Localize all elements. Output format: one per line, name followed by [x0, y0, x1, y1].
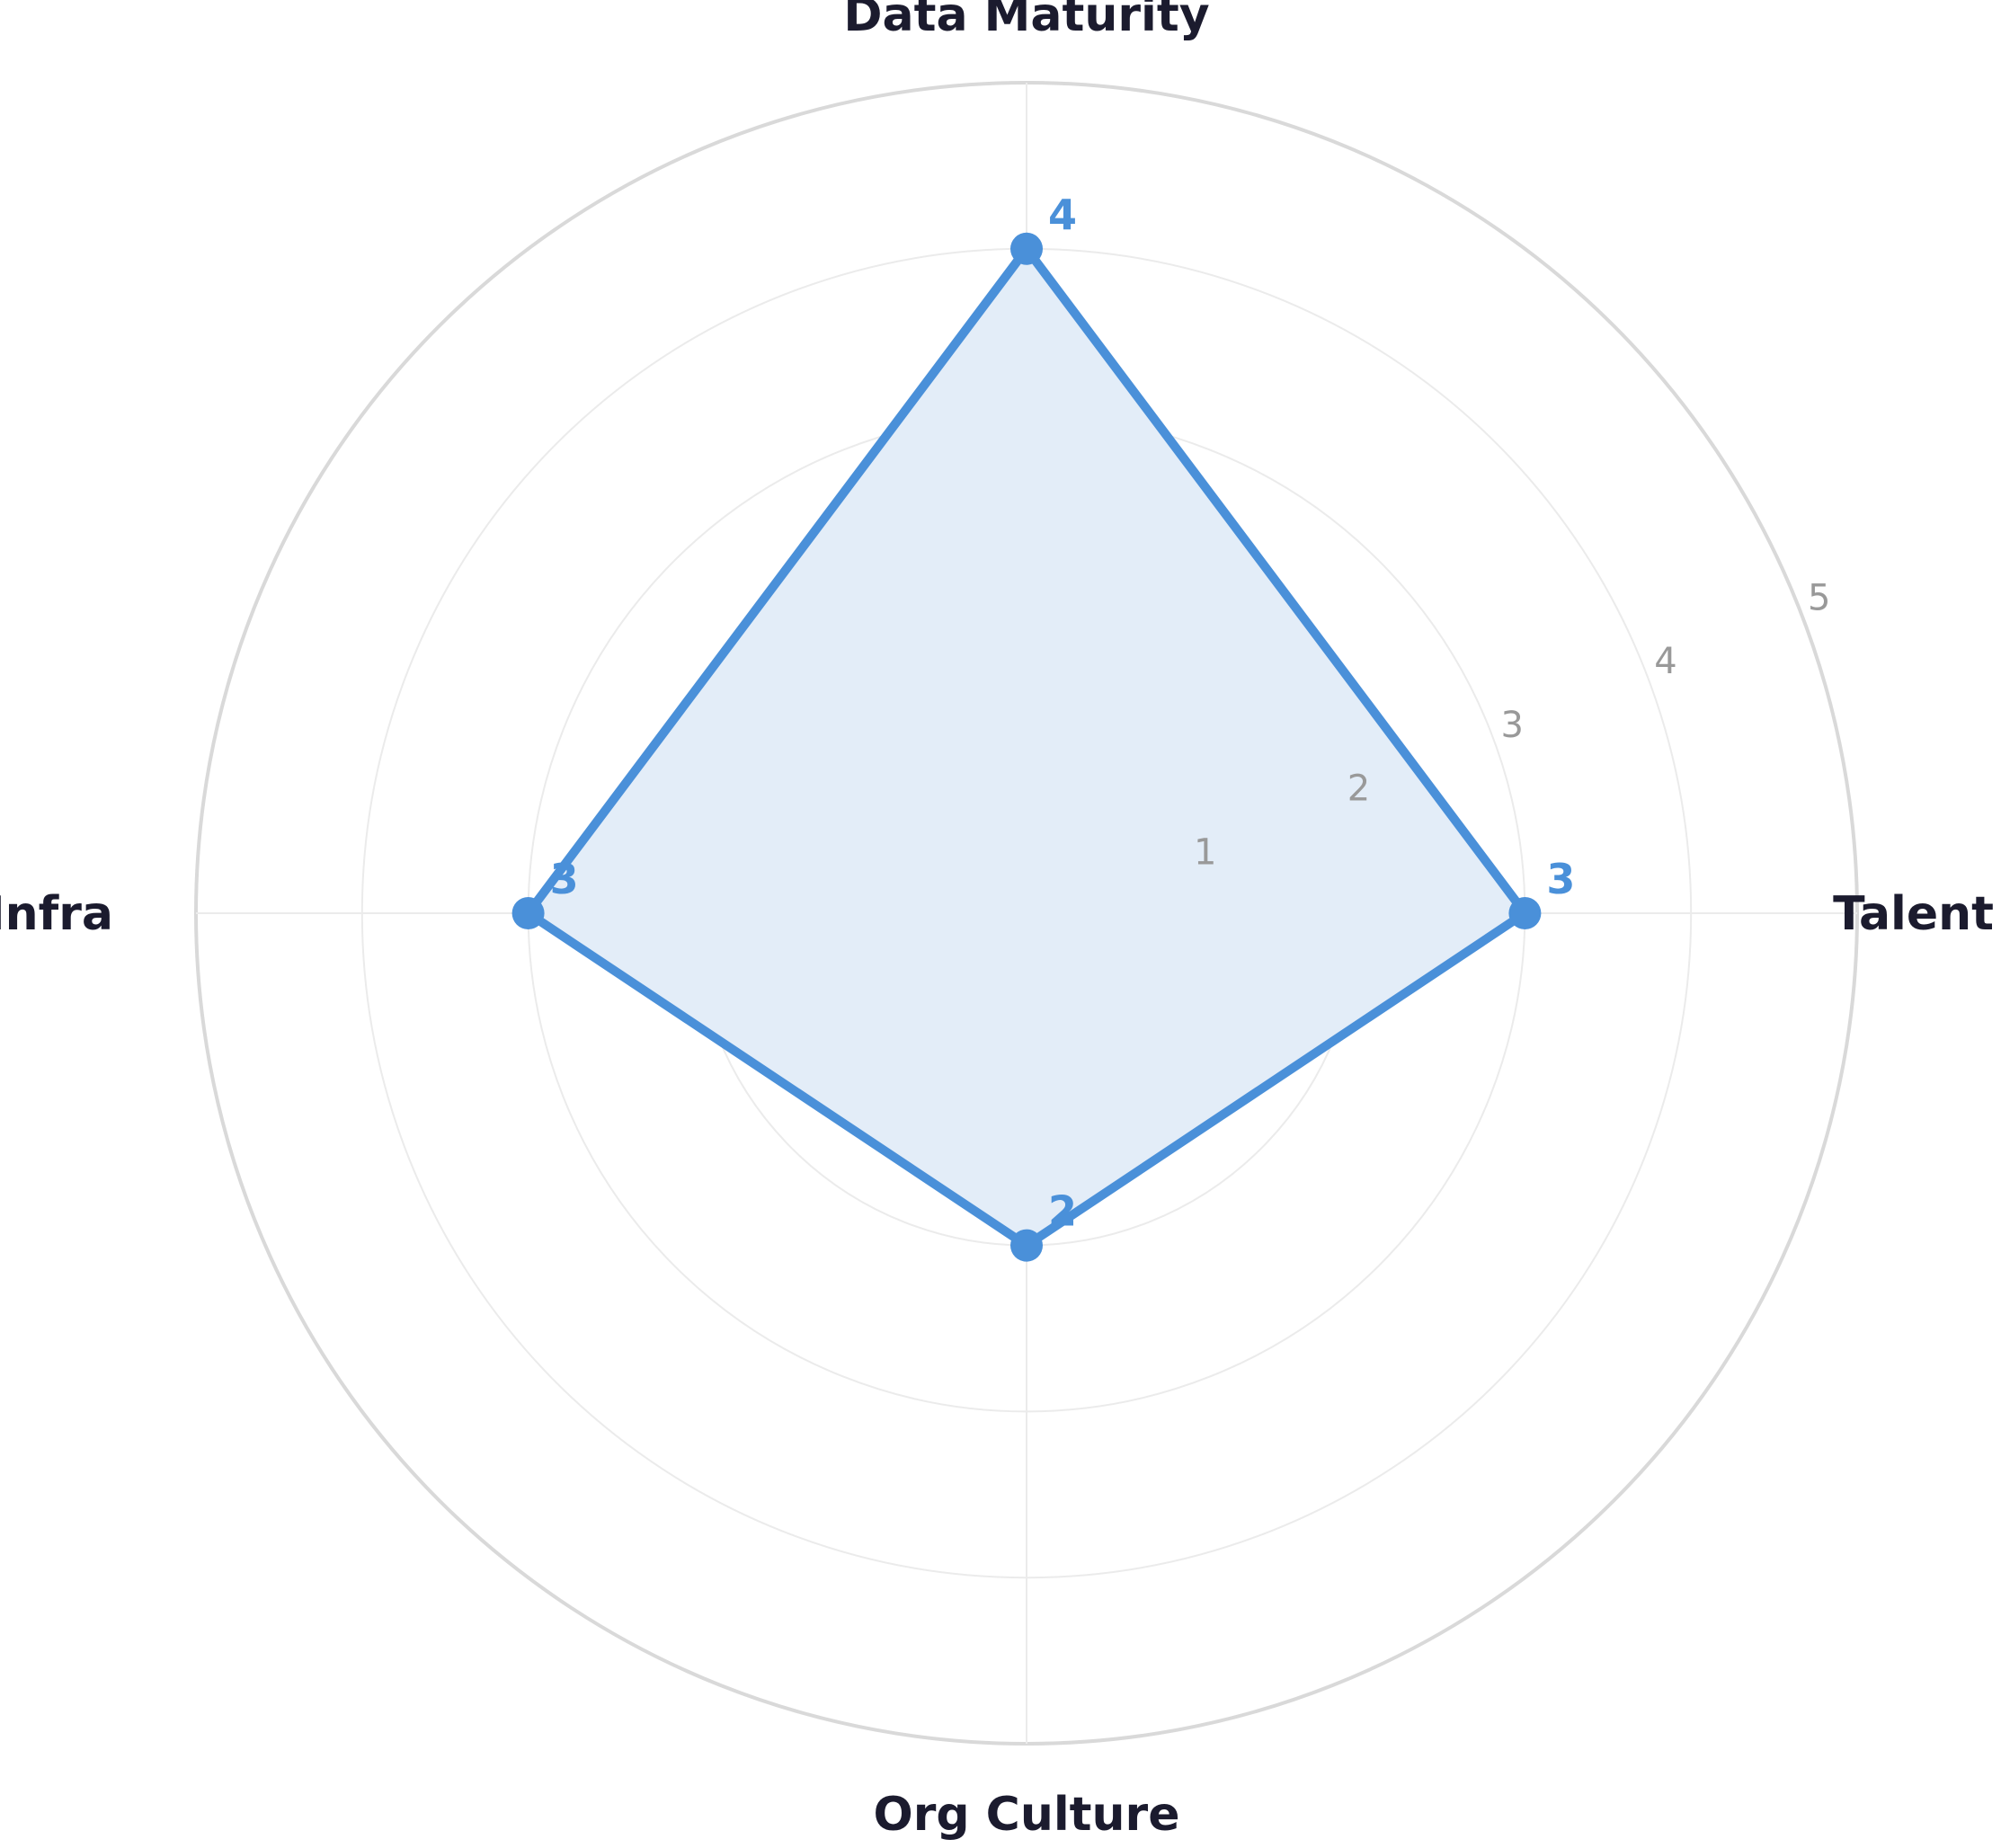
- r-tick-label: 1: [1194, 831, 1216, 873]
- category-label: Data Maturity: [843, 0, 1209, 42]
- data-value-label: 3: [550, 855, 579, 903]
- data-point-marker: [1010, 232, 1043, 265]
- category-label: Org Culture: [874, 1788, 1180, 1842]
- data-value-label: 2: [1048, 1187, 1077, 1236]
- data-point-marker: [1010, 1229, 1043, 1262]
- data-point-marker: [511, 897, 545, 929]
- category-label: Tech Infra: [0, 887, 113, 941]
- data-layer: [511, 232, 1542, 1262]
- data-value-label: 4: [1048, 191, 1077, 239]
- data-point-marker: [1508, 897, 1542, 929]
- r-tick-label: 5: [1808, 577, 1830, 618]
- r-tick-label: 2: [1347, 769, 1370, 810]
- category-label: Talent: [1833, 887, 1994, 941]
- r-tick-label: 4: [1654, 641, 1676, 682]
- data-value-label: 3: [1546, 855, 1575, 903]
- series-fill-area: [528, 248, 1525, 1246]
- r-tick-label: 3: [1500, 705, 1523, 746]
